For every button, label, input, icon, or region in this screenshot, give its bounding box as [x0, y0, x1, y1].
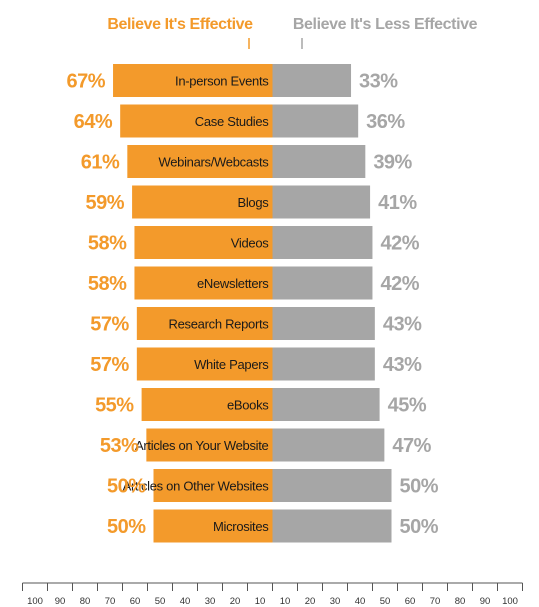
less-effective-value-label: 50% [400, 476, 439, 498]
category-label: eNewsletters [197, 276, 269, 291]
less-effective-value-label: 43% [383, 354, 422, 376]
bar-row: Videos 58% 42% [88, 226, 420, 259]
less-effective-value-label: 41% [378, 192, 417, 214]
bar-row: Webinars/Webcasts 61% 39% [81, 145, 413, 178]
axis-tick-label: 80 [455, 596, 466, 607]
less-effective-bar [272, 428, 385, 462]
axis-tick-label: 100 [27, 596, 43, 607]
axis-tick-label: 70 [105, 596, 116, 607]
x-axis: 100 90 80 70 60 50 40 30 20 10 10 20 30 40 50 60 70 80 90 1… [22, 582, 523, 607]
category-label: Microsites [213, 519, 269, 534]
effective-bar [136, 347, 273, 381]
category-label: White Papers [194, 357, 269, 372]
axis-tick-label: 60 [130, 596, 141, 607]
effective-value-label: 50% [107, 476, 146, 498]
category-label: Articles on Other Websites [123, 479, 270, 494]
axis-tick-label: 30 [330, 596, 341, 607]
axis-tick-label: 90 [480, 596, 491, 607]
category-label: Articles on Your Website [135, 438, 269, 453]
less-effective-value-label: 43% [383, 314, 422, 336]
effective-bar [120, 104, 273, 138]
category-label: eBooks [227, 398, 269, 413]
effective-value-label: 55% [95, 395, 134, 417]
less-effective-bar [272, 64, 352, 97]
less-effective-bar [272, 388, 380, 421]
less-effective-bar [272, 266, 373, 300]
less-effective-value-label: 42% [380, 233, 419, 255]
legend-less-effective-label: Believe It's Less Effective [293, 16, 478, 33]
axis-tick-label: 90 [55, 596, 66, 607]
axis-tick-label: 10 [280, 596, 291, 607]
axis-tick-label: 70 [430, 596, 441, 607]
category-label: In-person Events [175, 74, 269, 89]
bar-row: White Papers 57% 43% [90, 347, 423, 381]
axis-tick-label: 40 [180, 596, 191, 607]
bar-row: Research Reports 57% 43% [90, 307, 423, 340]
less-effective-bar [272, 185, 371, 219]
effective-bar [134, 226, 273, 259]
less-effective-bar [272, 469, 392, 502]
bar-row: eBooks 55% 45% [95, 388, 427, 421]
less-effective-bar [272, 145, 366, 178]
less-effective-value-label: 33% [359, 71, 398, 93]
effective-bar [146, 428, 273, 462]
effective-value-label: 64% [74, 111, 113, 133]
bar-row: eNewsletters 58% 42% [88, 266, 420, 300]
effective-value-label: 58% [88, 233, 127, 255]
category-label: Blogs [237, 195, 269, 210]
effective-bar [127, 145, 273, 178]
effective-bar [141, 388, 273, 421]
axis-tick-label: 20 [230, 596, 241, 607]
less-effective-bar [272, 226, 373, 259]
effective-bar [134, 266, 273, 300]
bar-row: Case Studies 64% 36% [74, 104, 406, 138]
less-effective-value-label: 39% [373, 152, 412, 174]
axis-tick-label: 30 [205, 596, 216, 607]
effective-bar [113, 64, 273, 97]
bar-row: Microsites 50% 50% [107, 509, 439, 543]
effective-bar [132, 185, 273, 219]
axis-tick-label: 100 [502, 596, 518, 607]
less-effective-value-label: 47% [392, 435, 431, 457]
less-effective-bar [272, 307, 375, 340]
effective-value-label: 57% [90, 314, 129, 336]
category-label: Videos [231, 236, 270, 251]
legend-effective-label: Believe It's Effective [107, 16, 253, 33]
axis-tick-label: 50 [155, 596, 166, 607]
axis-tick-label: 60 [405, 596, 416, 607]
bar-rows: In-person Events 67% 33% Case Studies 64% 36%… [67, 64, 439, 543]
less-effective-bar [272, 347, 375, 381]
effective-value-label: 61% [81, 152, 120, 174]
legend: Believe It's Effective Believe It's Less… [107, 16, 478, 49]
bar-row: In-person Events 67% 33% [67, 64, 399, 97]
effective-bar [153, 469, 273, 502]
axis-tick-label: 20 [305, 596, 316, 607]
effective-value-label: 59% [86, 192, 125, 214]
category-label: Research Reports [169, 317, 270, 332]
axis-tick-label: 50 [380, 596, 391, 607]
effective-value-label: 67% [67, 71, 106, 93]
less-effective-bar [272, 509, 392, 543]
effective-bar [136, 307, 273, 340]
effective-bar [153, 509, 273, 543]
less-effective-value-label: 36% [366, 111, 405, 133]
axis-tick-label: 40 [355, 596, 366, 607]
bar-row: Blogs 59% 41% [86, 185, 418, 219]
less-effective-value-label: 50% [400, 516, 439, 538]
effective-value-label: 57% [90, 354, 129, 376]
less-effective-value-label: 45% [388, 395, 427, 417]
less-effective-value-label: 42% [380, 273, 419, 295]
effective-value-label: 53% [100, 435, 139, 457]
effective-value-label: 50% [107, 516, 146, 538]
category-label: Webinars/Webcasts [158, 155, 269, 170]
axis-tick-label: 80 [80, 596, 91, 607]
less-effective-bar [272, 104, 359, 138]
effective-value-label: 58% [88, 273, 127, 295]
category-label: Case Studies [195, 114, 270, 129]
axis-tick-label: 10 [255, 596, 266, 607]
